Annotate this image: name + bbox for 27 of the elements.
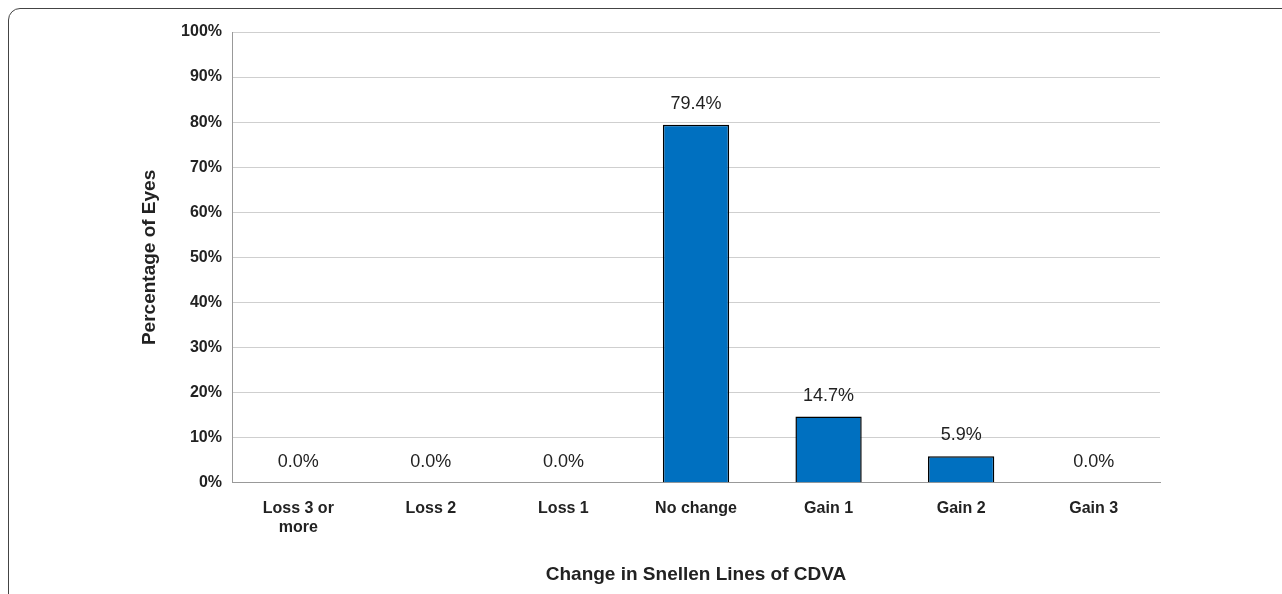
- x-tick-label: Gain 3: [1069, 498, 1119, 516]
- y-tick-label: 40%: [189, 292, 222, 310]
- data-label: 0.0%: [542, 450, 584, 471]
- y-tick-label: 20%: [189, 383, 222, 401]
- y-tick-label: 50%: [189, 247, 222, 265]
- y-tick-label: 0%: [198, 473, 222, 491]
- x-tick-label: No change: [655, 498, 737, 516]
- y-tick-label: 60%: [189, 202, 222, 220]
- x-tick-label: Gain 1: [804, 498, 854, 516]
- y-tick-label: 100%: [181, 22, 222, 40]
- y-tick-label: 70%: [189, 157, 222, 175]
- x-tick-label: Gain 2: [936, 498, 986, 516]
- x-tick-label: Loss 2: [405, 498, 457, 516]
- data-label: 0.0%: [277, 450, 319, 471]
- y-tick-label: 10%: [189, 428, 222, 446]
- y-tick-label: 30%: [189, 337, 222, 355]
- y-tick-label: 80%: [189, 112, 222, 130]
- data-label: 0.0%: [410, 450, 452, 471]
- y-axis-title: Percentage of Eyes: [137, 169, 159, 346]
- x-axis-title: Change in Snellen Lines of CDVA: [545, 562, 847, 584]
- data-label: 14.7%: [803, 384, 855, 405]
- data-label: 0.0%: [1073, 450, 1115, 471]
- x-tick-label: Loss 3 or more: [262, 498, 334, 536]
- data-label: 5.9%: [940, 424, 982, 445]
- y-tick-label: 90%: [189, 67, 222, 85]
- data-label: 79.4%: [670, 92, 722, 113]
- x-tick-label: Loss 1: [538, 498, 589, 516]
